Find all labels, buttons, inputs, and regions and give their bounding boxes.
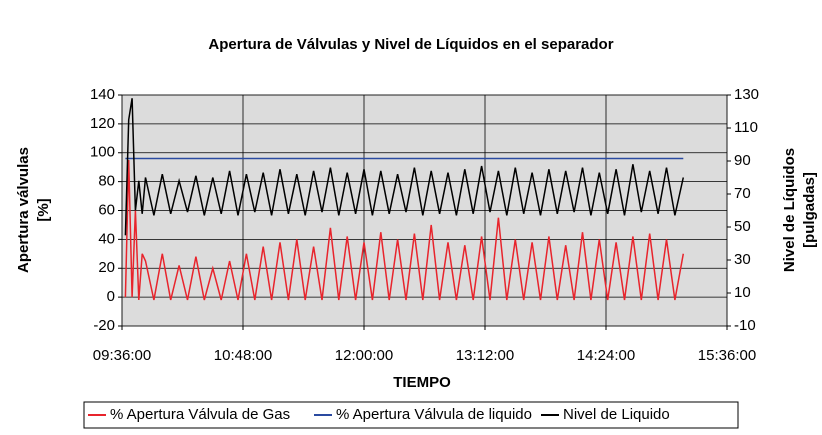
x-tick-label: 14:24:00 (577, 347, 635, 364)
x-tick-label: 13:12:00 (456, 347, 514, 364)
x-tick-label: 10:48:00 (214, 347, 272, 364)
y2-tick-label: 110 (734, 119, 758, 136)
y-tick-label: 40 (98, 230, 115, 247)
y-tick-label: 120 (90, 115, 115, 132)
y-tick-label: 60 (98, 201, 115, 218)
chart-title: Apertura de Válvulas y Nivel de Líquidos… (208, 36, 613, 53)
y-tick-label: 0 (107, 288, 115, 305)
y2-tick-label: 10 (734, 284, 751, 301)
y2-axis-label: [pulgadas] (801, 172, 818, 248)
x-axis-label: TIEMPO (393, 374, 451, 391)
y-tick-label: -20 (93, 317, 115, 334)
y2-tick-label: 70 (734, 185, 751, 202)
y-tick-label: 20 (98, 259, 115, 276)
legend-label: Nivel de Liquido (563, 406, 670, 423)
x-tick-label: 09:36:00 (93, 347, 151, 364)
y2-tick-label: -10 (734, 317, 756, 334)
y2-tick-label: 130 (734, 86, 759, 103)
legend (83, 401, 739, 429)
y-tick-label: 140 (90, 86, 115, 103)
x-tick-label: 12:00:00 (335, 347, 393, 364)
legend-label: % Apertura Válvula de liquido (336, 406, 532, 423)
y-axis-label: [%] (35, 198, 52, 221)
series-line (124, 98, 685, 236)
y2-tick-label: 50 (734, 218, 751, 235)
y-axis-label: Apertura válvulas (15, 147, 32, 273)
y-tick-label: 100 (90, 144, 115, 161)
x-tick-label: 15:36:00 (698, 347, 756, 364)
series-line (124, 159, 685, 301)
y-tick-label: 80 (98, 173, 115, 190)
legend-label: % Apertura Válvula de Gas (110, 406, 290, 423)
y2-tick-label: 30 (734, 251, 751, 268)
y2-axis-label: Nivel de Líquidos (781, 148, 798, 272)
y2-tick-label: 90 (734, 152, 751, 169)
